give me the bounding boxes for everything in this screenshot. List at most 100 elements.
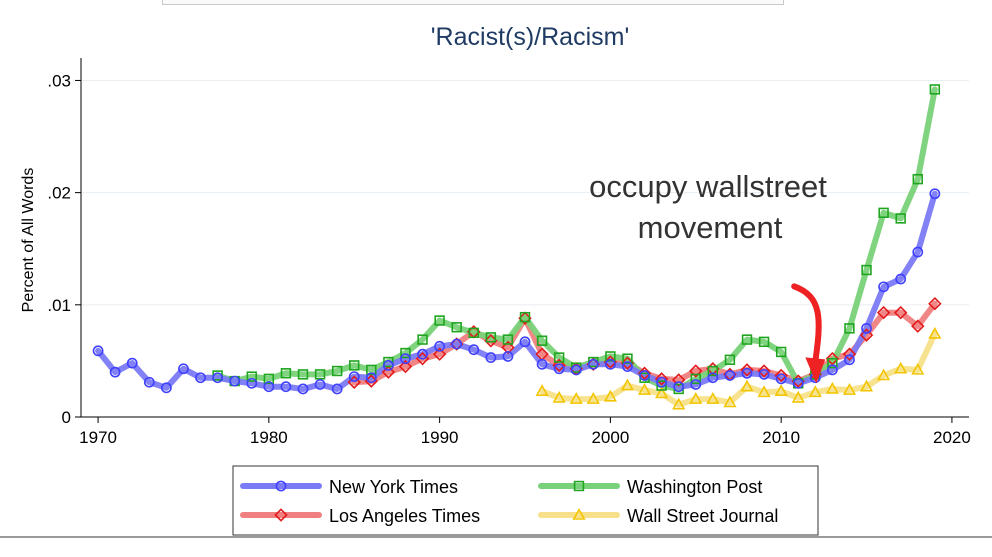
data-point-los-angeles-times <box>757 364 771 378</box>
data-point-los-angeles-times <box>432 347 447 361</box>
data-point-washington-post <box>485 332 497 343</box>
annotation-arrow-head <box>805 357 826 384</box>
annotation-line-1: occupy wallstreet <box>589 169 827 204</box>
data-point-los-angeles-times <box>637 366 652 380</box>
x-tick-label: 2000 <box>591 428 629 447</box>
data-point-new-york-times <box>724 370 736 381</box>
data-point-new-york-times <box>690 379 702 390</box>
annotation: occupy wallstreet movement <box>589 169 827 384</box>
data-point-washington-post <box>605 351 616 362</box>
data-point-washington-post <box>366 364 377 376</box>
data-point-washington-post <box>758 336 770 348</box>
x-tick-label: 1970 <box>79 428 117 447</box>
data-point-los-angeles-times <box>552 358 566 373</box>
data-point-new-york-times <box>929 188 941 200</box>
y-tick-label: .02 <box>47 184 71 203</box>
legend-label-washington-post: Washington Post <box>627 477 762 497</box>
y-axis-label: Percent of All Words <box>20 168 37 313</box>
data-point-los-angeles-times <box>859 328 874 342</box>
data-point-new-york-times <box>741 367 753 379</box>
data-point-new-york-times <box>502 351 514 362</box>
data-point-wall-street-journal <box>586 391 600 404</box>
data-point-los-angeles-times <box>689 364 703 378</box>
data-point-wall-street-journal <box>791 390 805 403</box>
data-point-washington-post <box>707 365 719 377</box>
data-point-new-york-times <box>297 383 309 395</box>
data-point-new-york-times <box>331 383 343 395</box>
annotation-arrow-shaft <box>791 283 822 365</box>
data-point-washington-post <box>331 365 343 377</box>
series-line-new-york-times <box>95 190 938 392</box>
data-point-los-angeles-times <box>928 296 942 311</box>
gridlines <box>81 79 969 306</box>
data-point-new-york-times <box>365 372 377 384</box>
data-point-wall-street-journal <box>569 391 583 404</box>
y-tick-label: .01 <box>47 296 71 315</box>
data-point-wall-street-journal <box>911 362 925 375</box>
data-point-washington-post <box>502 334 514 345</box>
data-point-wall-street-journal <box>723 395 737 408</box>
data-point-new-york-times <box>92 345 104 357</box>
data-point-wall-street-journal <box>655 386 669 399</box>
data-point-washington-post <box>912 173 923 185</box>
data-point-new-york-times <box>775 373 787 385</box>
data-point-washington-post <box>246 371 257 382</box>
data-point-new-york-times <box>382 359 394 371</box>
data-point-washington-post <box>741 334 753 345</box>
data-point-new-york-times <box>314 379 326 390</box>
data-point-wall-street-journal <box>740 379 754 392</box>
legend-marker-new-york-times <box>275 480 287 492</box>
data-point-wall-street-journal <box>808 385 822 398</box>
data-point-new-york-times <box>178 363 189 375</box>
data-point-los-angeles-times <box>654 372 669 386</box>
data-point-new-york-times <box>229 375 241 387</box>
data-point-los-angeles-times <box>825 351 840 366</box>
data-point-los-angeles-times <box>876 305 891 320</box>
data-point-washington-post <box>656 380 667 391</box>
data-point-washington-post <box>468 327 479 339</box>
y-tick-label: 0 <box>62 408 71 427</box>
data-point-new-york-times <box>553 363 565 375</box>
data-point-washington-post <box>400 347 411 359</box>
data-point-new-york-times <box>212 372 224 384</box>
data-point-los-angeles-times <box>740 363 754 377</box>
data-point-new-york-times <box>263 381 275 393</box>
data-point-new-york-times <box>570 364 582 376</box>
data-point-new-york-times <box>126 357 138 369</box>
data-point-washington-post <box>861 264 872 276</box>
data-point-los-angeles-times <box>381 365 396 379</box>
data-point-new-york-times <box>519 336 531 348</box>
legend-marker-wall-street-journal <box>572 507 586 520</box>
x-tick-label: 1990 <box>421 428 459 447</box>
data-point-washington-post <box>280 368 292 379</box>
x-tick-label: 2010 <box>762 428 800 447</box>
data-point-new-york-times <box>656 376 668 388</box>
data-point-new-york-times <box>604 358 616 370</box>
data-point-new-york-times <box>826 364 838 376</box>
data-point-washington-post <box>622 353 633 364</box>
data-point-new-york-times <box>348 371 360 383</box>
data-point-wall-street-journal <box>894 361 908 374</box>
y-tick-label: .03 <box>47 71 71 90</box>
data-point-los-angeles-times <box>893 305 908 320</box>
data-point-wall-street-journal <box>706 391 720 404</box>
data-point-new-york-times <box>451 338 463 350</box>
legend: New York Times Washington Post Los Angeles… <box>232 465 819 536</box>
data-point-wall-street-journal <box>552 390 566 403</box>
data-point-washington-post <box>553 352 565 363</box>
data-point-washington-post <box>349 360 360 371</box>
data-point-los-angeles-times <box>842 347 857 361</box>
data-point-washington-post <box>844 323 855 334</box>
data-point-new-york-times <box>468 344 480 356</box>
series-markers <box>92 84 942 410</box>
data-point-wall-street-journal <box>859 379 874 392</box>
data-point-new-york-times <box>673 381 685 393</box>
data-point-wall-street-journal <box>877 368 891 381</box>
data-point-new-york-times <box>400 353 411 365</box>
data-point-wall-street-journal <box>689 391 703 404</box>
data-point-washington-post <box>451 322 462 333</box>
data-point-wall-street-journal <box>535 384 549 396</box>
data-point-new-york-times <box>895 273 907 285</box>
data-point-washington-post <box>536 335 548 346</box>
